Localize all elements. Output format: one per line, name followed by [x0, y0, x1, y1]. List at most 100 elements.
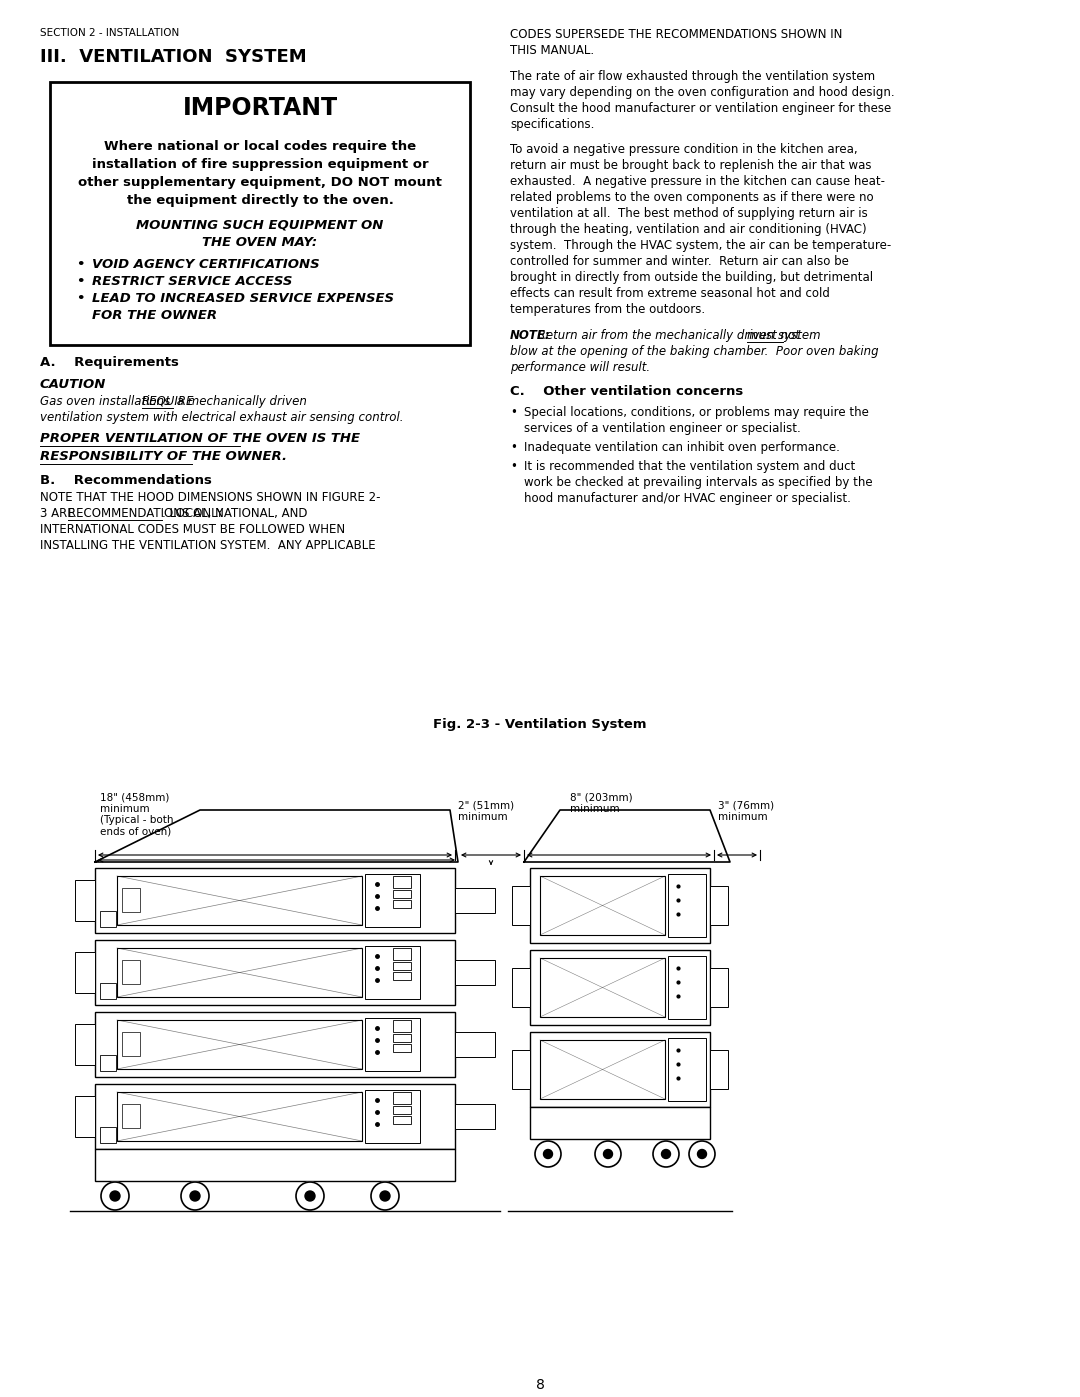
Bar	[512, 968, 530, 1007]
Circle shape	[380, 1192, 390, 1201]
Bar	[530, 1106, 710, 1139]
Bar	[100, 1055, 116, 1071]
Text: •: •	[76, 275, 84, 288]
Bar	[117, 876, 362, 925]
Bar	[117, 1020, 362, 1069]
Text: return air must be brought back to replenish the air that was: return air must be brought back to reple…	[510, 159, 872, 172]
Text: work be checked at prevailing intervals as specified by the: work be checked at prevailing intervals …	[524, 476, 873, 489]
Text: effects can result from extreme seasonal hot and cold: effects can result from extreme seasonal…	[510, 288, 829, 300]
Text: . LOCAL, NATIONAL, AND: . LOCAL, NATIONAL, AND	[162, 507, 307, 520]
Text: •: •	[76, 292, 84, 305]
Circle shape	[372, 1182, 399, 1210]
Text: INSTALLING THE VENTILATION SYSTEM.  ANY APPLICABLE: INSTALLING THE VENTILATION SYSTEM. ANY A…	[40, 539, 376, 552]
Bar	[540, 876, 665, 935]
Bar	[393, 972, 411, 981]
Text: Where national or local codes require the: Where national or local codes require th…	[104, 140, 416, 154]
Bar	[75, 1024, 95, 1065]
Bar	[365, 1090, 420, 1143]
Bar	[393, 900, 411, 908]
Bar	[455, 960, 495, 985]
Text: system.  Through the HVAC system, the air can be temperature-: system. Through the HVAC system, the air…	[510, 239, 891, 253]
Circle shape	[305, 1192, 315, 1201]
Bar	[95, 1084, 455, 1148]
Text: specifications.: specifications.	[510, 117, 594, 130]
Bar	[75, 951, 95, 993]
Text: Return air from the mechanically driven system: Return air from the mechanically driven …	[535, 328, 825, 342]
Bar	[393, 963, 411, 970]
Circle shape	[190, 1192, 200, 1201]
Bar	[393, 1020, 411, 1032]
Text: 3" (76mm)
minimum: 3" (76mm) minimum	[718, 800, 774, 821]
Bar	[512, 1051, 530, 1090]
Bar	[365, 875, 420, 928]
Text: services of a ventilation engineer or specialist.: services of a ventilation engineer or sp…	[524, 422, 800, 434]
Bar	[393, 949, 411, 960]
Text: brought in directly from outside the building, but detrimental: brought in directly from outside the bui…	[510, 271, 873, 284]
Text: LEAD TO INCREASED SERVICE EXPENSES: LEAD TO INCREASED SERVICE EXPENSES	[92, 292, 394, 305]
Bar	[117, 1092, 362, 1141]
Bar	[393, 876, 411, 888]
Text: other supplementary equipment, DO NOT mount: other supplementary equipment, DO NOT mo…	[78, 176, 442, 189]
Bar	[455, 888, 495, 914]
Circle shape	[595, 1141, 621, 1166]
Text: To avoid a negative pressure condition in the kitchen area,: To avoid a negative pressure condition i…	[510, 144, 858, 156]
Bar	[669, 956, 706, 1018]
Polygon shape	[524, 810, 730, 862]
Circle shape	[653, 1141, 679, 1166]
Text: The rate of air flow exhausted through the ventilation system: The rate of air flow exhausted through t…	[510, 70, 875, 82]
Text: CAUTION: CAUTION	[40, 379, 106, 391]
Bar	[95, 940, 455, 1004]
Bar	[100, 983, 116, 999]
Bar	[95, 1011, 455, 1077]
Text: hood manufacturer and/or HVAC engineer or specialist.: hood manufacturer and/or HVAC engineer o…	[524, 492, 851, 504]
Text: PROPER VENTILATION OF THE OVEN IS THE: PROPER VENTILATION OF THE OVEN IS THE	[40, 432, 360, 446]
Text: installation of fire suppression equipment or: installation of fire suppression equipme…	[92, 158, 429, 170]
Bar	[122, 888, 140, 912]
Bar	[122, 1032, 140, 1056]
Text: •: •	[76, 258, 84, 271]
Bar	[710, 886, 728, 925]
Text: RESPONSIBILITY OF THE OWNER.: RESPONSIBILITY OF THE OWNER.	[40, 450, 287, 462]
Text: controlled for summer and winter.  Return air can also be: controlled for summer and winter. Return…	[510, 256, 849, 268]
Bar	[455, 1104, 495, 1129]
Text: a mechanically driven: a mechanically driven	[173, 395, 307, 408]
Bar	[530, 868, 710, 943]
Bar	[365, 1018, 420, 1071]
Bar	[530, 950, 710, 1025]
Text: REQUIRE: REQUIRE	[143, 395, 194, 408]
Text: ventilation system with electrical exhaust air sensing control.: ventilation system with electrical exhau…	[40, 411, 404, 425]
Text: C.    Other ventilation concerns: C. Other ventilation concerns	[510, 384, 743, 398]
Bar	[669, 875, 706, 937]
Text: RESTRICT SERVICE ACCESS: RESTRICT SERVICE ACCESS	[92, 275, 293, 288]
Bar	[455, 1032, 495, 1058]
Text: RECOMMENDATIONS ONLY: RECOMMENDATIONS ONLY	[68, 507, 224, 520]
Text: through the heating, ventilation and air conditioning (HVAC): through the heating, ventilation and air…	[510, 224, 866, 236]
Circle shape	[689, 1141, 715, 1166]
Text: NOTE:: NOTE:	[510, 328, 551, 342]
Bar	[100, 1127, 116, 1143]
Text: NOTE THAT THE HOOD DIMENSIONS SHOWN IN FIGURE 2-: NOTE THAT THE HOOD DIMENSIONS SHOWN IN F…	[40, 490, 380, 504]
Bar	[393, 1044, 411, 1052]
Bar	[669, 1038, 706, 1101]
Circle shape	[661, 1150, 671, 1158]
Text: 2" (51mm)
minimum: 2" (51mm) minimum	[458, 800, 514, 821]
Bar	[122, 1104, 140, 1127]
Bar	[710, 968, 728, 1007]
Text: THIS MANUAL.: THIS MANUAL.	[510, 43, 594, 57]
Bar	[393, 1106, 411, 1113]
Circle shape	[543, 1150, 553, 1158]
Text: FOR THE OWNER: FOR THE OWNER	[92, 309, 217, 321]
Bar	[393, 1116, 411, 1125]
Text: INTERNATIONAL CODES MUST BE FOLLOWED WHEN: INTERNATIONAL CODES MUST BE FOLLOWED WHE…	[40, 522, 346, 536]
Text: •: •	[510, 405, 517, 419]
Circle shape	[604, 1150, 612, 1158]
Text: THE OVEN MAY:: THE OVEN MAY:	[202, 236, 318, 249]
Text: must not: must not	[747, 328, 800, 342]
Text: It is recommended that the ventilation system and duct: It is recommended that the ventilation s…	[524, 460, 855, 474]
Bar	[530, 1032, 710, 1106]
Polygon shape	[95, 810, 458, 862]
Text: 8: 8	[536, 1377, 544, 1391]
Bar	[512, 886, 530, 925]
Text: •: •	[510, 460, 517, 474]
Text: CODES SUPERSEDE THE RECOMMENDATIONS SHOWN IN: CODES SUPERSEDE THE RECOMMENDATIONS SHOW…	[510, 28, 842, 41]
